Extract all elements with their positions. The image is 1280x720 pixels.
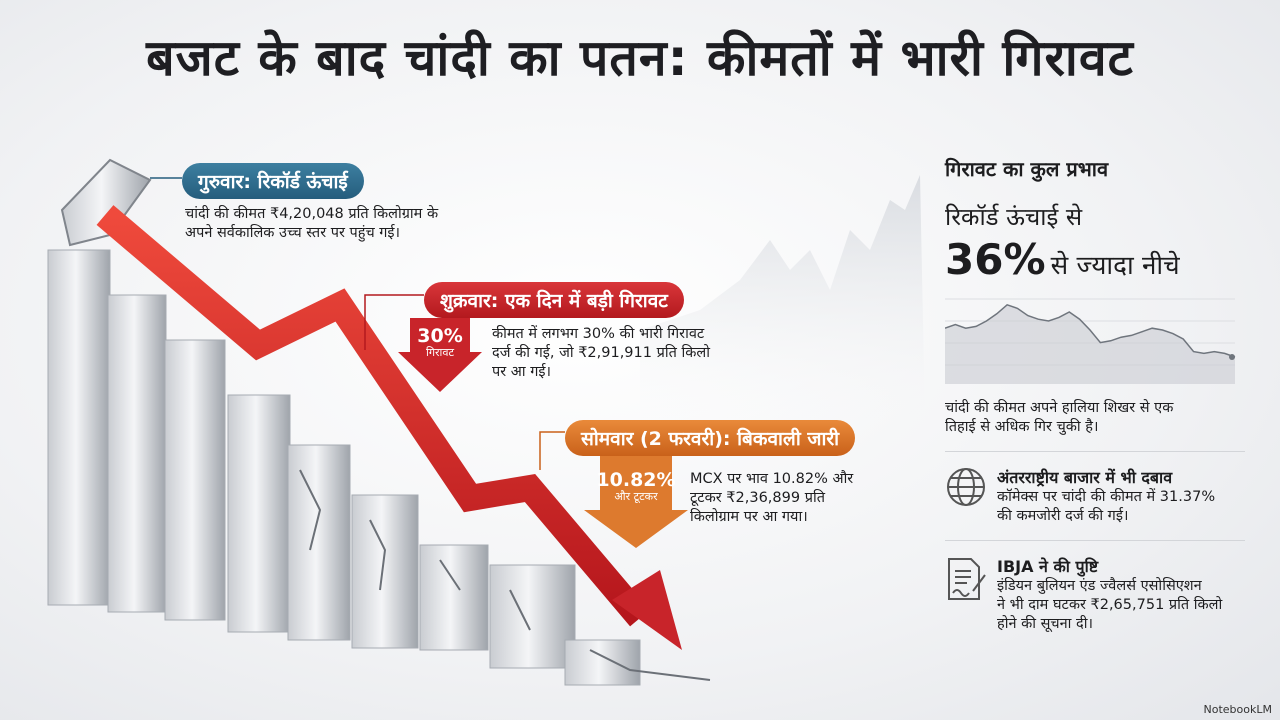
monday-badge-value: 10.82%	[596, 469, 676, 491]
panel-heading: गिरावट का कुल प्रभाव	[945, 157, 1109, 181]
thursday-line: चांदी की कीमत ₹4,20,048 प्रति किलोग्राम …	[185, 206, 439, 222]
monday-description: MCX पर भाव 10.82% और टूटकर ₹2,36,899 प्र…	[690, 470, 853, 527]
sparkline-line	[945, 303, 1236, 358]
friday-badge: 30% गिरावट	[402, 326, 478, 359]
friday-badge-label: गिरावट	[425, 346, 455, 359]
document-signature-icon	[948, 558, 986, 600]
monday-line: MCX पर भाव 10.82% और	[690, 471, 854, 487]
intl-text: की कमजोरी दर्ज की गई।	[997, 508, 1129, 524]
monday-badge: 10.82% और टूटकर	[596, 470, 676, 503]
ibja-text: इंडियन बुलियन एंड ज्वैलर्स एसोसिएशन	[997, 578, 1202, 594]
drop-arrow-red	[398, 318, 482, 392]
monday-line: टूटकर ₹2,36,899 प्रति	[690, 490, 825, 506]
friday-line: दर्ज की गई, जो ₹2,91,911 प्रति किलो	[492, 345, 710, 361]
friday-description: कीमत में लगभग 30% की भारी गिरावट दर्ज की…	[492, 325, 710, 382]
intl-heading: अंतरराष्ट्रीय बाजार में भी दबाव	[997, 468, 1173, 487]
page-title: बजट के बाद चांदी का पतन: कीमतों में भारी…	[146, 29, 1134, 87]
ibja-section: IBJA ने की पुष्टि इंडियन बुलियन एंड ज्वै…	[945, 555, 1245, 634]
drop-arrow-orange	[584, 455, 688, 548]
silver-ingot-icon	[60, 158, 152, 247]
price-sparkline	[945, 298, 1236, 384]
background-chart	[640, 175, 925, 420]
drop-percent-rest: से ज्यादा नीचे	[1050, 251, 1180, 281]
drop-percent: 36%	[945, 235, 1046, 284]
friday-badge-value: 30%	[417, 325, 463, 347]
falling-red-arrow	[96, 205, 682, 650]
sparkline-area	[945, 304, 1235, 384]
notebooklm-logo: NotebookLM	[1203, 703, 1272, 716]
ibja-heading: IBJA ने की पुष्टि	[997, 557, 1099, 576]
chart-note: चांदी की कीमत अपने हालिया शिखर से एक तिह…	[945, 399, 1245, 437]
thursday-line: अपने सर्वकालिक उच्च स्तर पर पहुंच गई।	[185, 225, 401, 241]
divider	[945, 540, 1245, 541]
sparkline-end-point	[1229, 354, 1235, 360]
thursday-description: चांदी की कीमत ₹4,20,048 प्रति किलोग्राम …	[185, 205, 438, 243]
friday-line: कीमत में लगभग 30% की भारी गिरावट	[492, 326, 705, 342]
silver-bars	[47, 249, 711, 686]
falling-silver-illustration	[47, 158, 925, 686]
impact-panel: गिरावट का कुल प्रभाव रिकॉर्ड ऊंचाई से 36…	[945, 155, 1245, 634]
intl-section: अंतरराष्ट्रीय बाजार में भी दबाव कॉमेक्स …	[945, 466, 1245, 526]
panel-headline: 36% से ज्यादा नीचे	[945, 235, 1245, 284]
ibja-text: होने की सूचना दी।	[997, 616, 1093, 632]
friday-label: शुक्रवार: एक दिन में बड़ी गिरावट	[424, 282, 684, 318]
friday-line: पर आ गई।	[492, 364, 551, 380]
chart-note-line: तिहाई से अधिक गिर चुकी है।	[945, 419, 1099, 435]
ibja-text: ने भी दाम घटकर ₹2,65,751 प्रति किलो	[997, 597, 1223, 613]
panel-subheading: रिकॉर्ड ऊंचाई से	[945, 203, 1083, 231]
divider	[945, 451, 1245, 452]
thursday-label: गुरुवार: रिकॉर्ड ऊंचाई	[182, 163, 364, 199]
monday-badge-label: और टूटकर	[614, 490, 658, 503]
monday-line: किलोग्राम पर आ गया।	[690, 509, 808, 525]
globe-icon	[947, 468, 985, 506]
chart-note-line: चांदी की कीमत अपने हालिया शिखर से एक	[945, 400, 1174, 416]
intl-text: कॉमेक्स पर चांदी की कीमत में 31.37%	[997, 489, 1216, 505]
monday-label: सोमवार (2 फरवरी): बिकवाली जारी	[565, 420, 856, 456]
